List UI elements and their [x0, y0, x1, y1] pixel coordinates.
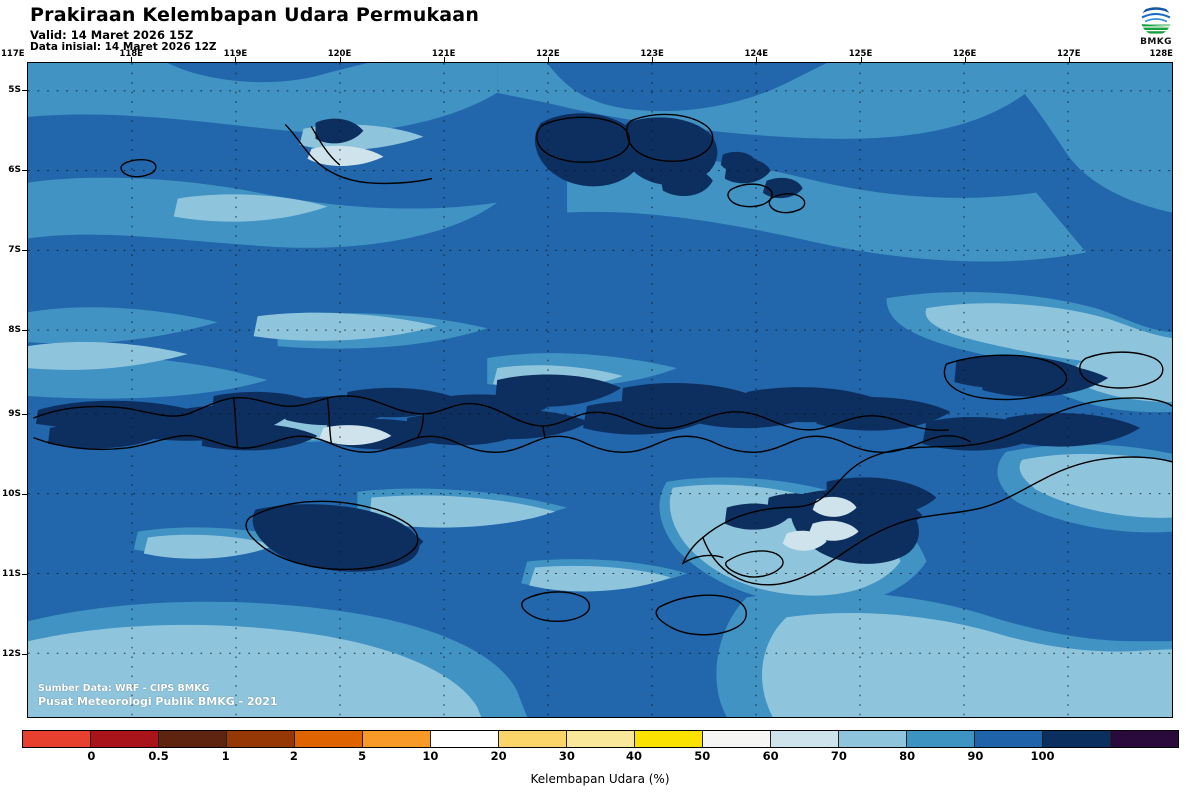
y-tick-11s: 11S — [1, 569, 21, 579]
colorbar-tick-0: 0 — [87, 749, 96, 763]
x-tick-117e: 117E — [1, 49, 25, 59]
colorbar-tick-70: 70 — [830, 749, 847, 763]
y-tick-5s: 5S — [8, 85, 21, 95]
colorbar-segment — [839, 731, 907, 747]
x-tick-119e: 119E — [223, 49, 248, 59]
colorbar-segment — [771, 731, 839, 747]
source-line-1: Sumber Data: WRF - CIPS BMKG — [38, 683, 210, 695]
valid-time-label: Valid: 14 Maret 2026 15Z — [30, 28, 194, 42]
colorbar-tick-50: 50 — [694, 749, 711, 763]
colorbar-segment — [227, 731, 295, 747]
y-tick-10s: 10S — [1, 489, 21, 499]
colorbar-tick-80: 80 — [899, 749, 916, 763]
x-tick-120e: 120E — [327, 49, 352, 59]
colorbar-tick-60: 60 — [762, 749, 779, 763]
colorbar-segment — [635, 731, 703, 747]
colorbar-tick-10: 10 — [422, 749, 439, 763]
colorbar-segment — [703, 731, 771, 747]
colorbar-tick-2: 2 — [289, 749, 298, 763]
colorbar-tick-5: 5 — [358, 749, 367, 763]
colorbar-tick-100: 100 — [1030, 749, 1055, 763]
source-line-2: Pusat Meteorologi Publik BMKG - 2021 — [38, 695, 278, 709]
colorbar-segment — [159, 731, 227, 747]
colorbar-segment — [1111, 731, 1178, 747]
x-tick-128e: 128E — [1149, 49, 1173, 59]
map-plot-area[interactable]: 117E 118E 119E 120E 121E 122E 123E 124E … — [1, 49, 1173, 718]
colorbar-segment — [91, 731, 159, 747]
colorbar-tick-40: 40 — [626, 749, 643, 763]
bmkg-logo-label: BMKG — [1140, 37, 1172, 47]
initial-data-label: Data inisial: 14 Maret 2026 12Z — [30, 41, 217, 53]
x-tick-126e: 126E — [952, 49, 977, 59]
x-tick-121e: 121E — [431, 49, 456, 59]
colorbar-segment — [1043, 731, 1111, 747]
colorbar-segment — [567, 731, 635, 747]
page-title: Prakiraan Kelembapan Udara Permukaan — [30, 4, 480, 26]
y-tick-9s: 9S — [8, 409, 21, 419]
colorbar-ticks: 0 0.5 1 2 5 10 20 30 40 50 60 70 80 90 1… — [22, 749, 1179, 765]
bmkg-logo: BMKG — [1128, 4, 1184, 52]
colorbar-segment — [907, 731, 975, 747]
colorbar-tick-20: 20 — [490, 749, 507, 763]
y-tick-6s: 6S — [8, 165, 21, 175]
x-tick-127e: 127E — [1057, 49, 1081, 59]
y-tick-12s: 12S — [1, 649, 21, 659]
colorbar[interactable] — [22, 730, 1179, 748]
source-attribution: Sumber Data: WRF - CIPS BMKG Pusat Meteo… — [38, 683, 278, 709]
y-tick-7s: 7S — [8, 245, 21, 255]
colorbar-tick-90: 90 — [967, 749, 984, 763]
colorbar-segment — [975, 731, 1043, 747]
x-tick-118e: 118E — [119, 49, 143, 59]
colorbar-segment — [295, 731, 363, 747]
colorbar-segment — [431, 731, 499, 747]
colorbar-tick-1: 1 — [221, 749, 230, 763]
colorbar-tick-30: 30 — [558, 749, 575, 763]
x-tick-125e: 125E — [848, 49, 873, 59]
bmkg-logo-mark — [1136, 4, 1176, 38]
x-tick-124e: 124E — [744, 49, 769, 59]
x-tick-123e: 123E — [640, 49, 664, 59]
colorbar-segment — [23, 731, 91, 747]
humidity-contour-map[interactable]: Sumber Data: WRF - CIPS BMKG Pusat Meteo… — [27, 62, 1173, 718]
colorbar-tick-05: 0.5 — [148, 749, 169, 763]
contour-field — [28, 63, 1172, 717]
colorbar-segment — [363, 731, 431, 747]
x-tick-122e: 122E — [536, 49, 560, 59]
colorbar-segment — [499, 731, 567, 747]
colorbar-label: Kelembapan Udara (%) — [530, 772, 670, 786]
y-tick-8s: 8S — [8, 325, 21, 335]
